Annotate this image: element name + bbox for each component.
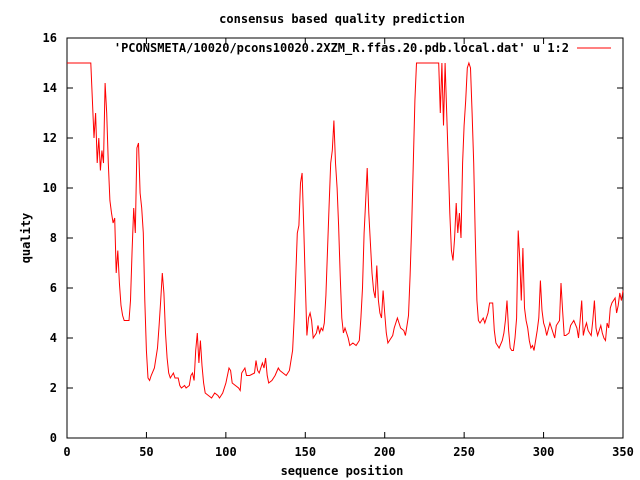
y-tick-label: 4 [50,331,57,345]
y-tick-label: 0 [50,431,57,445]
y-tick-label: 10 [43,181,57,195]
x-tick-label: 350 [612,445,634,459]
y-tick-label: 8 [50,231,57,245]
x-tick-label: 100 [215,445,237,459]
y-tick-label: 12 [43,131,57,145]
x-tick-label: 200 [374,445,396,459]
legend-label: 'PCONSMETA/10020/pcons10020.2XZM_R.ffas.… [114,41,569,56]
x-axis-label: sequence position [281,464,404,478]
y-tick-label: 6 [50,281,57,295]
series-line [67,61,624,399]
legend: 'PCONSMETA/10020/pcons10020.2XZM_R.ffas.… [114,41,611,56]
x-tick-label: 0 [63,445,70,459]
chart-title: consensus based quality prediction [219,12,465,26]
axis-ticks: 0 50 100 150 200 250 300 350 0 2 4 6 8 10 12 14 16 [43,31,634,459]
x-tick-label: 300 [533,445,555,459]
series-group [67,61,624,399]
y-tick-label: 16 [43,31,57,45]
x-tick-label: 150 [294,445,316,459]
x-tick-label: 250 [453,445,475,459]
x-tick-label: 50 [139,445,153,459]
y-axis-label: quality [19,213,33,264]
y-tick-label: 14 [43,81,57,95]
y-tick-label: 2 [50,381,57,395]
